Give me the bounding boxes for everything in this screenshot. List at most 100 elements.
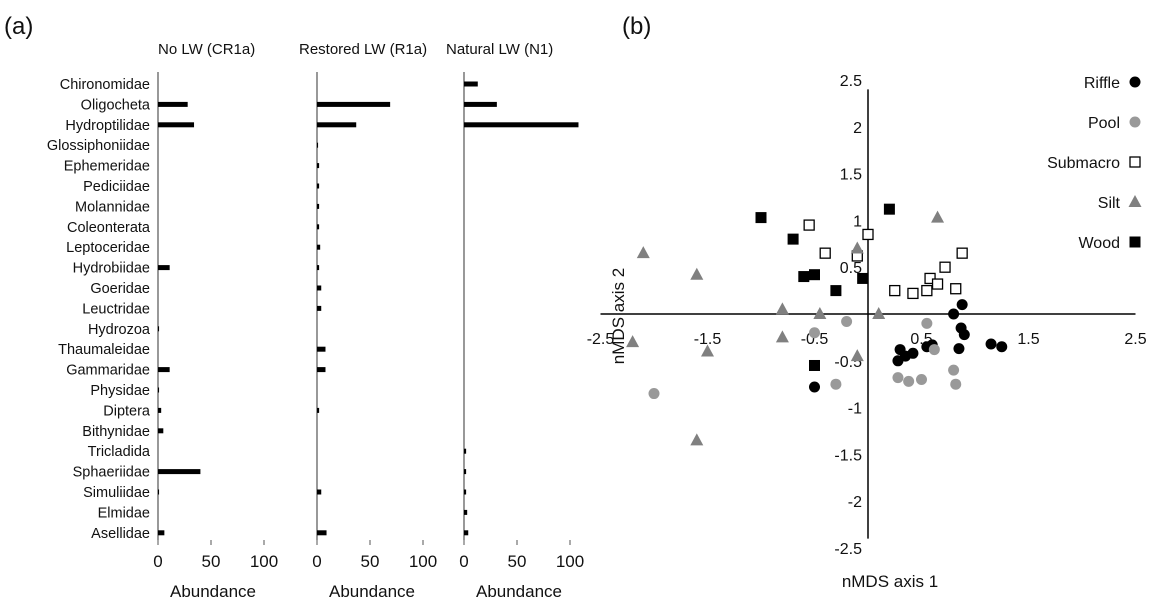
point-wood — [755, 212, 767, 224]
bar — [158, 265, 170, 271]
point-riffle — [809, 381, 820, 393]
point-submacro — [819, 247, 831, 259]
bar — [317, 122, 357, 128]
point-wood — [809, 359, 820, 371]
point-silt — [690, 267, 704, 280]
point-pool — [921, 317, 933, 329]
point-wood — [830, 285, 842, 297]
point-silt — [775, 302, 789, 315]
y-tick-label: -1.5 — [834, 447, 862, 464]
y-tick-label: -2.5 — [834, 541, 862, 558]
bar — [158, 469, 201, 475]
y-tick-label: -2 — [848, 494, 862, 511]
series-pool — [648, 315, 962, 400]
y-axis-title: nMDS axis 2 — [609, 268, 628, 364]
point-riffle — [953, 343, 965, 355]
point-silt — [636, 246, 650, 259]
x-axis-label: Abundance — [329, 582, 415, 601]
taxon-label: Asellidae — [91, 526, 150, 542]
point-pool — [928, 344, 940, 356]
bar — [317, 530, 327, 536]
taxon-label: Pediciidae — [83, 179, 150, 195]
point-silt — [872, 307, 886, 319]
bar — [317, 407, 320, 413]
bar — [464, 489, 467, 495]
x-tick-label: 100 — [409, 552, 437, 571]
x-tick-label: 0 — [153, 552, 162, 571]
taxon-label: Bithynidae — [82, 424, 150, 440]
point-pool — [841, 315, 853, 327]
y-tick-label: 2 — [853, 120, 862, 137]
bar — [317, 346, 326, 352]
bar — [464, 81, 478, 87]
x-axis-label: Abundance — [170, 582, 256, 601]
point-silt — [626, 335, 640, 348]
point-wood — [787, 233, 799, 245]
taxon-label: Gammaridae — [66, 363, 150, 379]
taxon-label: Thaumaleidae — [58, 342, 150, 358]
bar — [464, 530, 469, 536]
point-silt — [931, 210, 945, 223]
point-wood — [883, 203, 895, 215]
legend-marker — [1129, 156, 1141, 168]
x-tick-label: 1.5 — [1017, 331, 1039, 348]
panel-a: (a) Chironomidae Oligocheta Hydroptilidae G… — [4, 13, 584, 601]
x-tick-label: 50 — [508, 552, 527, 571]
legend: Riffle Pool Submacro Silt Wood — [1047, 75, 1142, 252]
point-pool — [809, 327, 820, 339]
panel-b: (b) -2.5 -1.5 -0.5 0.5 1.5 2.52.521.510.5-0.5… — [587, 13, 1147, 591]
y-tick-label: -1 — [848, 401, 862, 418]
point-silt — [775, 330, 789, 343]
taxon-label: Simuliidae — [83, 485, 150, 501]
panel-title: Restored LW (R1a) — [299, 41, 427, 58]
point-riffle — [948, 308, 960, 320]
taxon-label: Molannidae — [75, 199, 150, 215]
point-submacro — [862, 228, 874, 241]
point-submacro — [950, 283, 962, 295]
legend-label: Riffle — [1084, 75, 1120, 92]
nmds-scatter: -2.5 -1.5 -0.5 0.5 1.5 2.52.521.510.5-0.5-1-1… — [587, 73, 1147, 558]
legend-marker — [1129, 236, 1141, 248]
y-tick-label: 1 — [853, 213, 862, 230]
taxon-label: Hydroptilidae — [65, 118, 150, 134]
taxon-label: Hydrozoa — [88, 322, 151, 338]
point-submacro — [931, 278, 944, 290]
bar — [158, 407, 162, 413]
taxon-label: Elmidae — [98, 505, 150, 521]
point-submacro — [803, 219, 815, 231]
point-riffle — [996, 341, 1008, 353]
bar — [317, 285, 322, 291]
point-pool — [648, 388, 660, 400]
point-submacro — [921, 284, 933, 297]
x-tick-label: 2.5 — [1124, 331, 1146, 348]
point-pool — [948, 364, 960, 376]
point-submacro — [956, 247, 968, 259]
taxon-label: Chironomidae — [60, 77, 150, 93]
bar — [464, 469, 467, 475]
legend-marker — [1129, 76, 1141, 88]
point-silt — [813, 307, 827, 319]
point-silt — [690, 433, 704, 446]
x-tick-label: 0 — [459, 552, 468, 571]
point-pool — [830, 378, 842, 390]
point-pool — [916, 374, 927, 386]
point-wood — [809, 269, 820, 281]
bar-panel-1: No LW (CR1a) 0 50 100 Abundance — [153, 41, 278, 601]
point-pool — [903, 375, 915, 387]
taxon-label: Leuctridae — [82, 301, 150, 317]
x-tick-label: 100 — [250, 552, 278, 571]
taxon-label: Leptoceridae — [66, 240, 150, 256]
bar — [158, 387, 160, 393]
x-tick-label: -1.5 — [694, 331, 722, 348]
bar — [158, 326, 160, 332]
bar-panel-3: Natural LW (N1) 0 50 100 Abundance — [446, 41, 584, 601]
bar — [317, 142, 319, 148]
legend-label: Pool — [1088, 115, 1120, 132]
bar — [317, 244, 321, 250]
taxon-label: Oligocheta — [81, 97, 151, 113]
point-riffle — [985, 338, 997, 350]
x-tick-label: 50 — [361, 552, 380, 571]
point-pool — [892, 372, 904, 384]
legend-label: Silt — [1098, 195, 1121, 212]
